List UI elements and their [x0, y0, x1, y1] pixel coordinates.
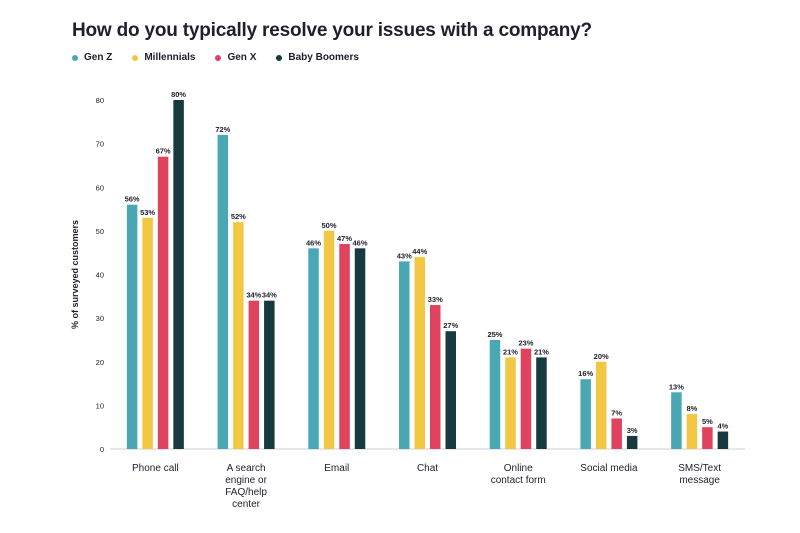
x-tick-label: Social media [580, 463, 638, 474]
bar-value-label: 21% [503, 347, 518, 356]
legend-swatch-gen-x [215, 54, 222, 61]
bar [702, 427, 713, 449]
legend-swatch-millennials [132, 54, 139, 61]
bar-value-label: 34% [262, 291, 277, 300]
x-tick-label: A search engine or FAQ/help center [225, 463, 267, 510]
bar [126, 204, 138, 449]
bar-value-label: 34% [246, 291, 261, 300]
legend-swatch-gen-z [72, 54, 78, 61]
bar [595, 361, 607, 449]
bar-value-label: 20% [594, 352, 609, 361]
legend: Gen Z Millennials Gen X Baby Boomers [72, 52, 359, 63]
legend-label-gen-x: Gen X [227, 52, 257, 63]
bar-value-label: 25% [487, 330, 502, 339]
bar [399, 261, 410, 449]
bar [536, 357, 547, 449]
bar [233, 222, 244, 449]
x-tick-label: Phone call [132, 463, 179, 474]
bar [414, 257, 425, 449]
bar [354, 248, 366, 449]
bar [264, 300, 275, 449]
bar-value-label: 72% [215, 125, 230, 134]
bar [217, 134, 229, 449]
bar [308, 248, 319, 449]
bar-value-label: 16% [578, 369, 593, 378]
bar [611, 418, 622, 449]
y-axis-label: % of surveyed customers [70, 220, 80, 329]
bar [445, 331, 456, 449]
y-tick-label: 30 [96, 314, 104, 323]
legend-item-gen-x: Gen X [215, 52, 256, 63]
bar-value-label: 50% [322, 221, 337, 230]
bar [248, 300, 260, 449]
bar-value-label: 44% [412, 247, 427, 256]
bar-value-label: 80% [171, 90, 186, 99]
bar-value-label: 46% [306, 238, 321, 247]
bar-value-label: 8% [686, 404, 697, 413]
bar [489, 339, 501, 449]
legend-label-millennials: Millennials [144, 52, 196, 63]
bar [157, 156, 169, 449]
y-tick-label: 40 [96, 271, 104, 280]
bar-value-label: 43% [397, 251, 412, 260]
bar [671, 392, 682, 449]
bar-value-label: 47% [337, 234, 352, 243]
y-tick-label: 50 [96, 227, 104, 236]
bar-value-label: 5% [702, 417, 713, 426]
bar-value-label: 13% [669, 382, 684, 391]
bar [323, 230, 335, 449]
y-tick-label: 10 [96, 401, 104, 410]
x-tick-label: Email [324, 463, 349, 474]
bar-value-label: 21% [534, 347, 549, 356]
bar-value-label: 27% [443, 321, 458, 330]
bar-value-label: 46% [353, 238, 368, 247]
y-tick-label: 20 [96, 358, 104, 367]
x-tick-label: Chat [417, 463, 438, 474]
legend-label-baby-boomers: Baby Boomers [288, 52, 359, 63]
bar [505, 357, 516, 449]
x-tick-label: SMS/Text message [678, 463, 721, 486]
bar [626, 435, 638, 449]
legend-swatch-baby-boomers [276, 54, 283, 61]
bar-value-label: 7% [611, 408, 622, 417]
legend-label-gen-z: Gen Z [84, 52, 113, 63]
y-tick-label: 80 [96, 96, 104, 105]
bar-value-label: 53% [140, 208, 155, 217]
bar [686, 414, 698, 449]
bar [717, 431, 729, 449]
bar [173, 100, 184, 449]
bar [142, 217, 153, 449]
legend-item-millennials: Millennials [132, 52, 195, 63]
legend-item-baby-boomers: Baby Boomers [276, 52, 359, 63]
bar [580, 379, 591, 449]
bar [430, 305, 441, 449]
legend-item-gen-z: Gen Z [72, 52, 112, 63]
bar-value-label: 4% [717, 422, 728, 431]
bar [339, 243, 350, 449]
y-tick-label: 60 [96, 183, 104, 192]
bar-value-label: 67% [156, 147, 171, 156]
bar-value-label: 52% [231, 212, 246, 221]
bar-value-label: 3% [627, 426, 638, 435]
bar [520, 348, 532, 449]
y-tick-label: 70 [96, 140, 104, 149]
x-tick-label: Online contact form [491, 463, 546, 486]
bar-value-label: 23% [518, 339, 533, 348]
y-tick-label: 0 [100, 445, 104, 454]
bar-value-label: 33% [428, 295, 443, 304]
chart-title: How do you typically resolve your issues… [72, 20, 592, 41]
bar-value-label: 56% [125, 195, 140, 204]
